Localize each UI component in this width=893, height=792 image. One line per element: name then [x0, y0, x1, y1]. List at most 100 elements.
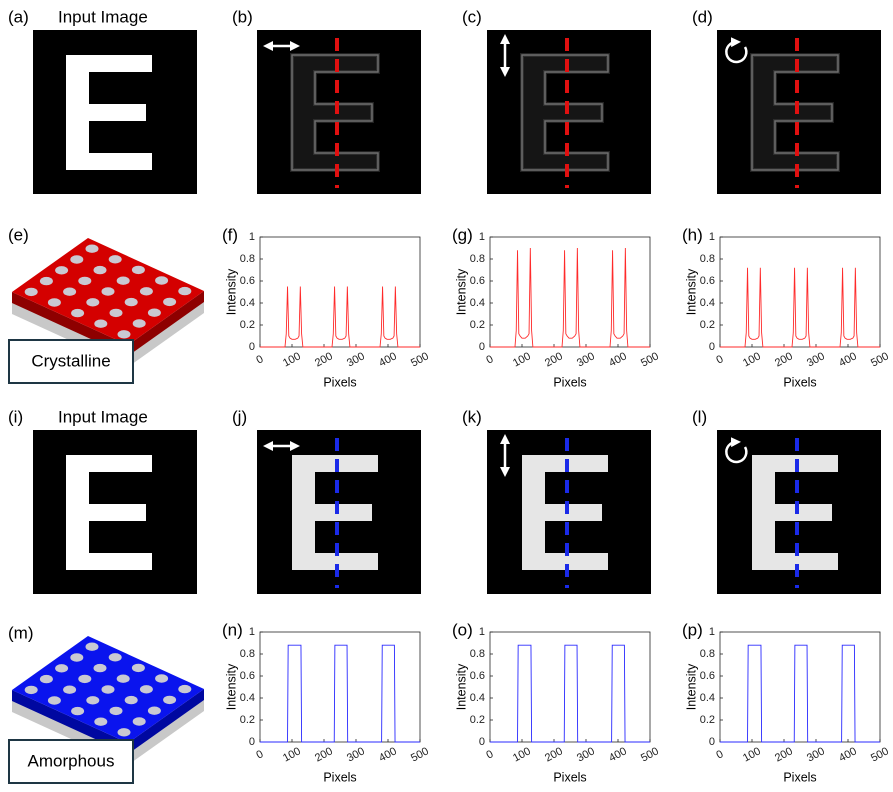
- slab-hole: [148, 707, 161, 715]
- x-tick-label: 300: [575, 745, 597, 764]
- x-tick-label: 500: [409, 745, 431, 764]
- panel-label: (i): [8, 407, 23, 426]
- slab-hole: [118, 330, 131, 338]
- x-tick-label: 300: [805, 350, 827, 369]
- slab-hole: [86, 643, 99, 651]
- slab-hole: [148, 309, 161, 317]
- slab-hole: [163, 298, 176, 306]
- y-tick-label: 0.2: [470, 319, 485, 331]
- x-tick-label: 400: [607, 745, 629, 764]
- y-tick-label: 0.6: [470, 670, 485, 682]
- slab-hole: [163, 696, 176, 704]
- y-tick-label: 0.8: [240, 253, 255, 265]
- plot-area: [490, 632, 650, 742]
- slab-hole: [78, 675, 91, 683]
- slab-hole: [94, 718, 107, 726]
- plot-area: [260, 237, 420, 347]
- y-tick-label: 0: [709, 736, 715, 748]
- x-axis-label: Pixels: [553, 375, 586, 389]
- slab-hole: [48, 696, 61, 704]
- slab-hole: [109, 653, 122, 661]
- slab-hole: [40, 675, 53, 683]
- x-tick-label: 400: [837, 350, 859, 369]
- x-tick-label: 300: [345, 745, 367, 764]
- panel-label: (e): [8, 225, 29, 244]
- x-tick-label: 100: [741, 745, 763, 764]
- x-tick-label: 0: [254, 748, 265, 761]
- slab-hole: [125, 298, 138, 306]
- slab-hole: [109, 255, 122, 263]
- slab-hole: [71, 707, 84, 715]
- y-axis-label: Intensity: [684, 663, 698, 710]
- x-tick-label: 300: [805, 745, 827, 764]
- y-tick-label: 1: [249, 626, 255, 638]
- y-tick-label: 1: [249, 231, 255, 243]
- y-tick-label: 1: [479, 231, 485, 243]
- panel-label: (d): [692, 7, 713, 26]
- y-tick-label: 0.2: [470, 714, 485, 726]
- y-tick-label: 0.8: [240, 648, 255, 660]
- y-tick-label: 0.6: [470, 275, 485, 287]
- y-tick-label: 0.8: [700, 253, 715, 265]
- slab-hole: [63, 686, 76, 694]
- y-tick-label: 0.2: [240, 714, 255, 726]
- y-tick-label: 0.4: [700, 297, 715, 309]
- plot-area: [720, 632, 880, 742]
- x-tick-label: 200: [543, 745, 565, 764]
- slab-hole: [117, 277, 130, 285]
- slab-hole: [48, 298, 61, 306]
- x-tick-label: 200: [773, 745, 795, 764]
- slab-hole: [102, 685, 115, 693]
- slab-hole: [55, 266, 68, 274]
- y-axis-label: Intensity: [224, 268, 238, 315]
- slab-hole: [55, 664, 68, 672]
- x-axis-label: Pixels: [323, 770, 356, 784]
- y-tick-label: 0.2: [700, 714, 715, 726]
- slab-hole: [178, 685, 191, 693]
- x-tick-label: 200: [773, 350, 795, 369]
- x-tick-label: 400: [377, 350, 399, 369]
- image-title: Input Image: [58, 7, 148, 26]
- y-tick-label: 0.6: [240, 275, 255, 287]
- x-axis-label: Pixels: [783, 770, 816, 784]
- y-tick-label: 0.8: [470, 648, 485, 660]
- slab-hole: [94, 266, 107, 274]
- y-tick-label: 0.8: [700, 648, 715, 660]
- x-tick-label: 400: [377, 745, 399, 764]
- y-tick-label: 0: [479, 341, 485, 353]
- panel-label: (n): [222, 620, 243, 639]
- y-tick-label: 0.8: [470, 253, 485, 265]
- slab-hole: [140, 287, 153, 295]
- y-axis-label: Intensity: [224, 663, 238, 710]
- slab-hole: [71, 309, 84, 317]
- slab-hole: [86, 245, 99, 253]
- panel-label: (m): [8, 623, 33, 642]
- slab-hole: [78, 277, 91, 285]
- panel-label: (a): [8, 7, 29, 26]
- slab-hole: [25, 288, 38, 296]
- y-tick-label: 0.6: [700, 670, 715, 682]
- slab-hole: [63, 288, 76, 296]
- slab-hole: [178, 287, 191, 295]
- x-tick-label: 300: [575, 350, 597, 369]
- panel-label: (l): [692, 407, 707, 426]
- panel-label: (p): [682, 620, 703, 639]
- slab-hole: [94, 664, 107, 672]
- y-tick-label: 0: [709, 341, 715, 353]
- panel-label: (f): [222, 225, 238, 244]
- slab-hole: [117, 675, 130, 683]
- y-tick-label: 0.6: [700, 275, 715, 287]
- x-tick-label: 200: [543, 350, 565, 369]
- figure: (a)Input Image(b)(c)(d)(i)Input Image(j)…: [0, 0, 893, 792]
- panel-label: (j): [232, 407, 247, 426]
- y-tick-label: 1: [709, 626, 715, 638]
- y-tick-label: 0.4: [470, 692, 485, 704]
- y-tick-label: 0.4: [240, 297, 255, 309]
- slab-hole: [132, 664, 145, 672]
- y-tick-label: 0.6: [240, 670, 255, 682]
- x-tick-label: 400: [837, 745, 859, 764]
- y-axis-label: Intensity: [454, 663, 468, 710]
- y-tick-label: 0.2: [700, 319, 715, 331]
- x-tick-label: 300: [345, 350, 367, 369]
- x-tick-label: 0: [714, 748, 725, 761]
